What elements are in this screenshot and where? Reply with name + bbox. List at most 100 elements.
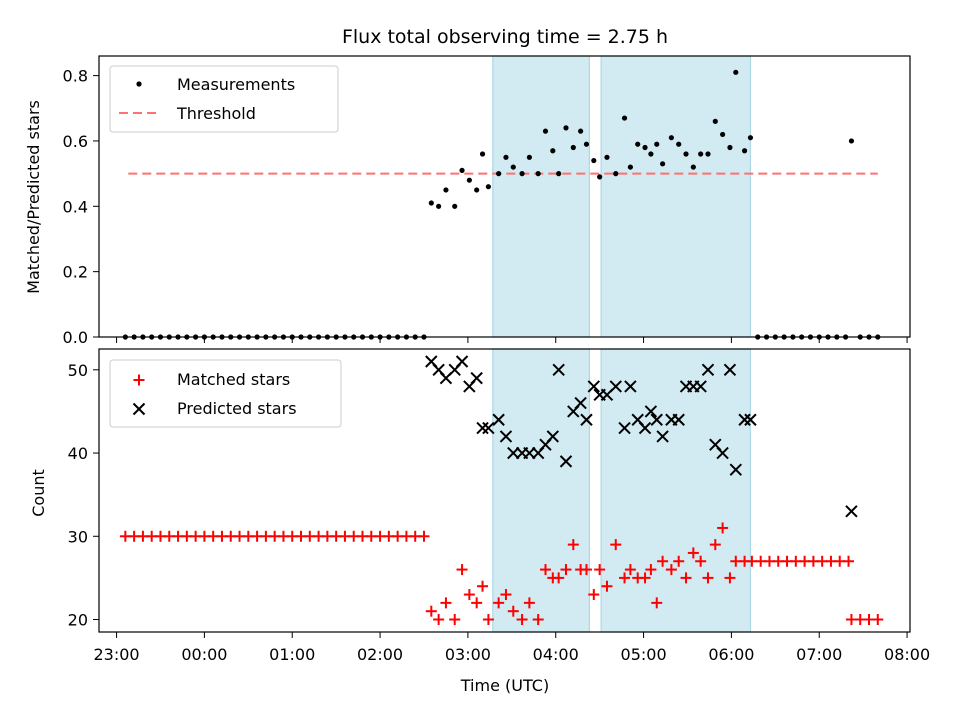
predicted-star-point bbox=[499, 430, 513, 443]
predicted-star-point bbox=[638, 421, 652, 435]
bottom-shaded-regions bbox=[492, 348, 752, 633]
legend-predicted-marker bbox=[132, 402, 146, 416]
measurement-point bbox=[519, 171, 525, 177]
measurement-point bbox=[712, 118, 718, 124]
bottom-y-axis-label: Count bbox=[29, 469, 48, 517]
matched-star-point bbox=[645, 564, 657, 576]
predicted-star-point bbox=[609, 380, 622, 393]
matched-star-point bbox=[651, 597, 663, 609]
matched-star-point bbox=[456, 564, 468, 576]
matched-star-point bbox=[477, 580, 489, 592]
top-y-tick-label: 0.6 bbox=[63, 132, 88, 151]
bottom-legend: Matched stars Predicted stars bbox=[109, 359, 342, 428]
top-y-axis-label: Matched/Predicted stars bbox=[24, 100, 43, 294]
matched-star-markers bbox=[119, 522, 884, 626]
x-tick-label: 00:00 bbox=[181, 645, 227, 664]
matched-star-point bbox=[588, 589, 600, 601]
matched-star-point bbox=[657, 555, 669, 567]
predicted-star-point bbox=[744, 413, 757, 426]
matched-star-point bbox=[624, 564, 636, 576]
matched-star-point bbox=[601, 580, 613, 592]
matched-star-point bbox=[553, 572, 565, 584]
x-tick-label: 23:00 bbox=[94, 645, 140, 664]
matched-star-point bbox=[433, 614, 445, 626]
matched-star-point bbox=[639, 572, 651, 584]
bottom-legend-box bbox=[109, 359, 342, 428]
bottom-y-ticks: 20 30 40 50 bbox=[68, 361, 99, 630]
predicted-star-point bbox=[470, 371, 483, 385]
measurement-point bbox=[705, 151, 711, 157]
measurement-point bbox=[627, 164, 633, 170]
predicted-star-point bbox=[580, 413, 593, 426]
measurement-point bbox=[436, 203, 442, 209]
measurement-point bbox=[668, 135, 674, 141]
measurement-point bbox=[443, 187, 449, 193]
measurement-point bbox=[556, 171, 562, 177]
matched-star-point bbox=[619, 572, 631, 584]
matched-star-point bbox=[610, 539, 622, 551]
x-tick-label: 08:00 bbox=[884, 645, 930, 664]
predicted-star-point bbox=[694, 380, 707, 393]
matched-star-point bbox=[673, 555, 685, 567]
bottom-y-tick-label: 50 bbox=[68, 361, 88, 380]
matched-star-point bbox=[425, 605, 437, 617]
matched-star-point bbox=[500, 589, 512, 601]
predicted-star-point bbox=[523, 446, 536, 460]
matched-star-point bbox=[580, 564, 592, 576]
predicted-star-point bbox=[455, 355, 469, 368]
measurement-point bbox=[635, 141, 641, 147]
matched-star-point bbox=[702, 572, 714, 584]
measurement-point bbox=[848, 138, 855, 144]
predicted-star-point bbox=[587, 380, 601, 393]
bottom-shaded-interval-2 bbox=[600, 348, 752, 633]
bottom-y-tick-label: 30 bbox=[68, 527, 88, 546]
legend-predicted-cross bbox=[132, 402, 146, 416]
matched-star-point bbox=[843, 555, 855, 567]
matched-star-point bbox=[560, 564, 572, 576]
predicted-star-point bbox=[624, 380, 637, 393]
predicted-star-point bbox=[672, 413, 685, 426]
matched-star-point bbox=[482, 614, 494, 626]
measurement-point bbox=[503, 154, 509, 160]
predicted-star-point bbox=[644, 405, 658, 418]
matched-star-point bbox=[665, 564, 677, 576]
measurement-point bbox=[683, 151, 689, 157]
measurement-point bbox=[570, 144, 576, 151]
legend-measurements-label: Measurements bbox=[177, 75, 295, 94]
x-tick-label: 07:00 bbox=[796, 645, 842, 664]
measurement-point bbox=[535, 171, 541, 177]
matched-star-point bbox=[493, 597, 505, 609]
bottom-y-tick-label: 40 bbox=[68, 444, 88, 463]
measurement-point bbox=[741, 148, 748, 154]
measurement-point bbox=[510, 164, 516, 170]
predicted-star-point bbox=[507, 446, 520, 460]
measurement-point bbox=[578, 128, 584, 134]
top-y-tick-label: 0.0 bbox=[63, 328, 88, 347]
top-y-tick-label: 0.4 bbox=[63, 197, 88, 216]
predicted-star-point bbox=[482, 421, 495, 435]
top-y-tick-label: 0.2 bbox=[63, 263, 88, 282]
x-tick-label: 03:00 bbox=[445, 645, 491, 664]
measurement-point bbox=[526, 154, 532, 160]
predicted-star-markers bbox=[425, 355, 858, 518]
measurement-point bbox=[747, 135, 754, 141]
measurement-point bbox=[474, 187, 480, 193]
predicted-star-point bbox=[738, 413, 751, 426]
top-shaded-regions bbox=[492, 55, 752, 338]
predicted-star-point bbox=[492, 413, 505, 426]
matched-star-point bbox=[709, 539, 721, 551]
measurement-point bbox=[496, 171, 502, 177]
measurement-point bbox=[485, 184, 491, 190]
matched-star-point bbox=[440, 597, 452, 609]
top-y-tick-label: 0.8 bbox=[63, 67, 88, 86]
top-shaded-interval-1 bbox=[492, 55, 591, 338]
x-axis-label: Time (UTC) bbox=[460, 676, 549, 695]
legend-predicted-label: Predicted stars bbox=[177, 399, 297, 418]
measurement-point bbox=[542, 128, 549, 134]
predicted-star-point bbox=[716, 446, 729, 460]
matched-star-point bbox=[532, 614, 544, 626]
matched-star-point bbox=[523, 597, 535, 609]
measurement-point bbox=[690, 164, 696, 170]
predicted-star-point bbox=[476, 421, 489, 435]
x-tick-label: 01:00 bbox=[269, 645, 315, 664]
